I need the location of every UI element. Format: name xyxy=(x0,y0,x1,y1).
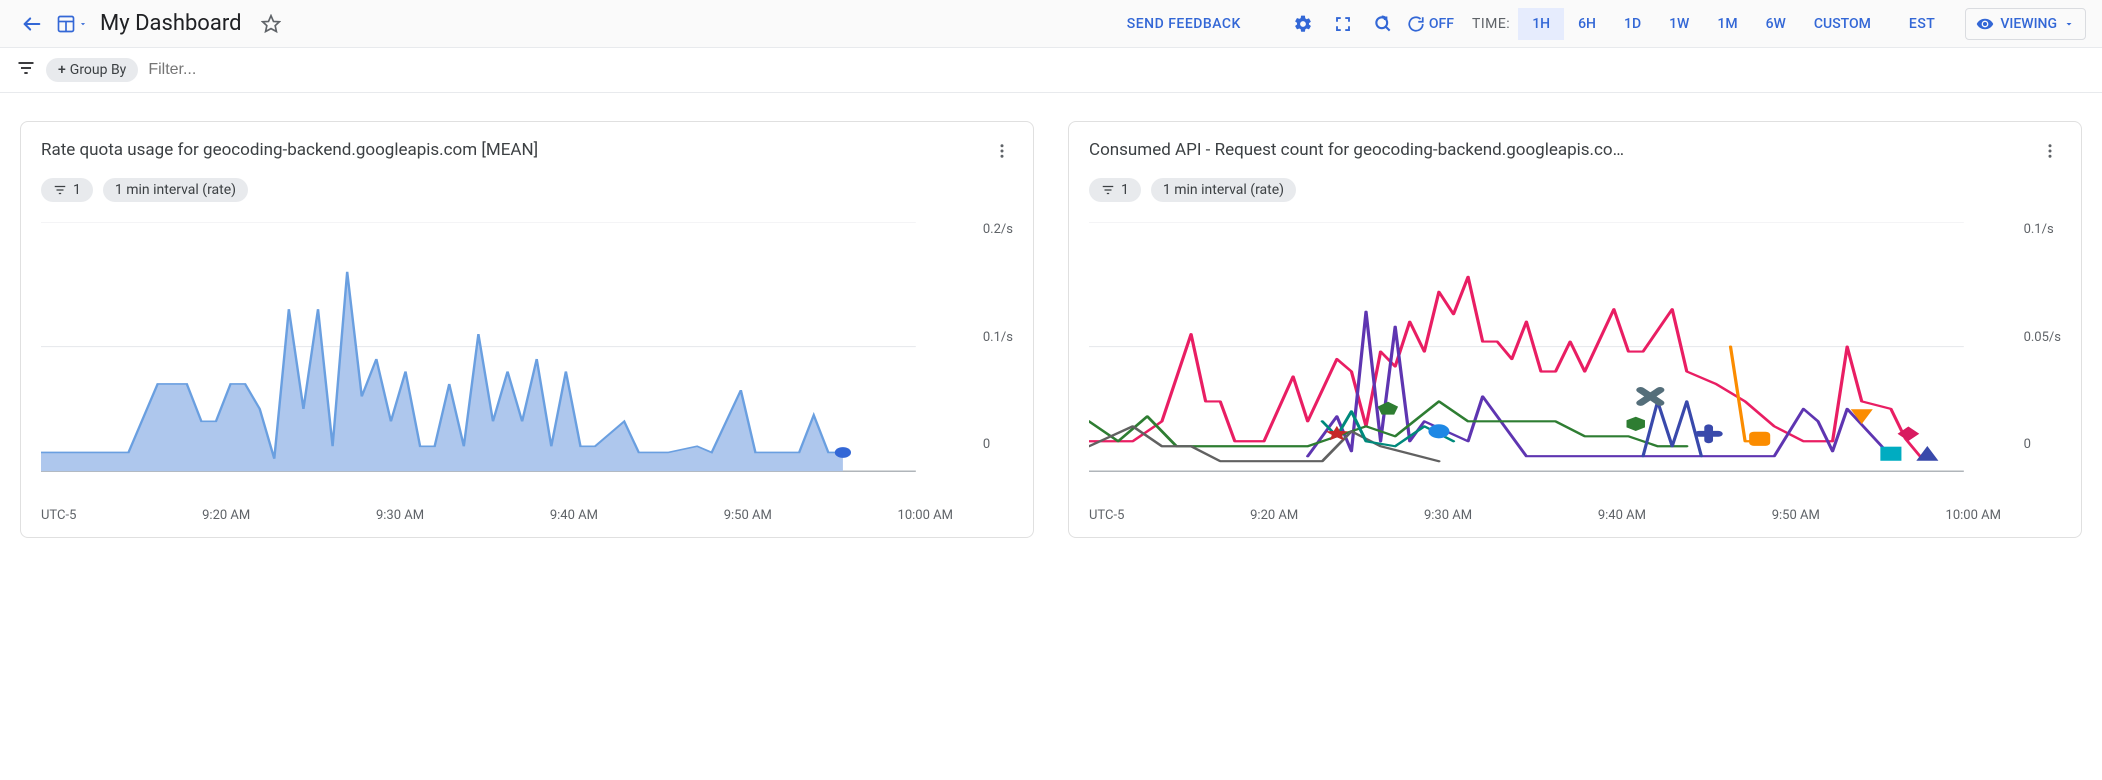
filter-count-chip[interactable]: 1 xyxy=(41,178,93,202)
refresh-icon xyxy=(1407,15,1425,33)
filter-bar: + Group By xyxy=(0,48,2102,93)
dashboard-type-selector[interactable] xyxy=(56,8,88,40)
chart-card-1: Consumed API - Request count for geocodi… xyxy=(1068,121,2082,538)
zoom-reset-button[interactable] xyxy=(1367,8,1399,40)
filter-input[interactable] xyxy=(148,61,348,79)
interval-chip[interactable]: 1 min interval (rate) xyxy=(1151,178,1296,202)
charts-row: Rate quota usage for geocoding-backend.g… xyxy=(0,93,2102,566)
interval-chip[interactable]: 1 min interval (rate) xyxy=(103,178,248,202)
chart-plot[interactable]: 0.1/s0.05/s0 xyxy=(1089,222,2061,502)
filter-list-icon[interactable] xyxy=(16,58,36,82)
eye-icon xyxy=(1976,15,1994,33)
chart-more-button[interactable] xyxy=(991,140,1013,166)
more-vert-icon xyxy=(2041,142,2059,160)
chart-plot[interactable]: 0.2/s0.1/s0 xyxy=(41,222,1013,502)
filter-icon xyxy=(1101,183,1115,197)
chart-title: Consumed API - Request count for geocodi… xyxy=(1089,140,1624,160)
time-range-1w[interactable]: 1W xyxy=(1655,8,1703,40)
time-range-6h[interactable]: 6H xyxy=(1564,8,1610,40)
viewing-label: VIEWING xyxy=(2000,16,2057,32)
time-label: TIME: xyxy=(1472,16,1510,32)
time-range-selector: 1H6H1D1W1M6WCUSTOM xyxy=(1518,8,1885,40)
favorite-star[interactable] xyxy=(255,8,287,40)
fullscreen-button[interactable] xyxy=(1327,8,1359,40)
time-range-1m[interactable]: 1M xyxy=(1703,8,1751,40)
x-axis-labels: UTC-59:20 AM9:30 AM9:40 AM9:50 AM10:00 A… xyxy=(41,502,1013,523)
more-vert-icon xyxy=(993,142,1011,160)
chevron-down-icon xyxy=(2063,18,2075,30)
time-range-6w[interactable]: 6W xyxy=(1752,8,1800,40)
back-button[interactable] xyxy=(16,8,48,40)
chart-title: Rate quota usage for geocoding-backend.g… xyxy=(41,140,538,160)
group-by-label: Group By xyxy=(70,62,127,78)
timezone-button[interactable]: EST xyxy=(1899,10,1945,38)
send-feedback-button[interactable]: SEND FEEDBACK xyxy=(1117,10,1251,38)
time-range-1h[interactable]: 1H xyxy=(1518,8,1564,40)
group-by-chip[interactable]: + Group By xyxy=(46,58,138,82)
filter-icon xyxy=(53,183,67,197)
x-axis-labels: UTC-59:20 AM9:30 AM9:40 AM9:50 AM10:00 A… xyxy=(1089,502,2061,523)
time-range-1d[interactable]: 1D xyxy=(1610,8,1655,40)
settings-button[interactable] xyxy=(1287,8,1319,40)
viewing-mode-chip[interactable]: VIEWING xyxy=(1965,8,2086,40)
filter-count-chip[interactable]: 1 xyxy=(1089,178,1141,202)
chart-card-0: Rate quota usage for geocoding-backend.g… xyxy=(20,121,1034,538)
dashboard-header: My Dashboard SEND FEEDBACK OFF TIME: 1H6… xyxy=(0,0,2102,48)
chart-more-button[interactable] xyxy=(2039,140,2061,166)
chevron-down-icon xyxy=(78,19,88,29)
time-range-custom[interactable]: CUSTOM xyxy=(1800,8,1885,40)
auto-refresh-toggle[interactable]: OFF xyxy=(1407,15,1454,33)
page-title: My Dashboard xyxy=(100,11,241,36)
refresh-state-label: OFF xyxy=(1429,16,1454,32)
